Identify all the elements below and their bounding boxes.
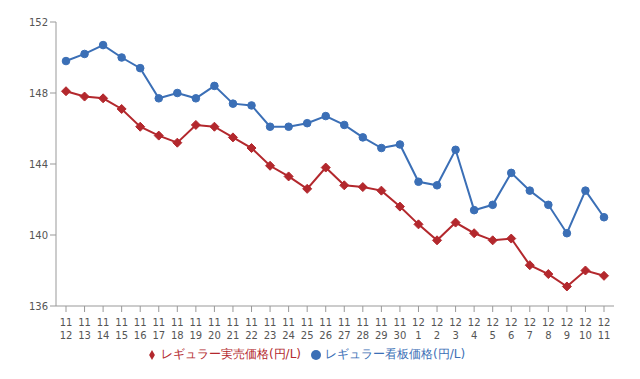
svg-text:1129: 1129: [375, 317, 388, 341]
svg-text:127: 127: [523, 317, 536, 341]
svg-text:1211: 1211: [598, 317, 611, 341]
svg-text:140: 140: [29, 230, 48, 241]
svg-text:122: 122: [431, 317, 444, 341]
svg-text:1113: 1113: [78, 317, 91, 341]
svg-text:144: 144: [29, 159, 48, 170]
svg-text:1210: 1210: [579, 317, 592, 341]
svg-text:124: 124: [468, 317, 481, 341]
html-text:レギュラー実売価格(円/L): レギュラー実売価格(円/L): [160, 347, 301, 361]
svg-text:1127: 1127: [338, 317, 351, 341]
svg-text:1125: 1125: [301, 317, 314, 341]
html-text:レギュラー看板価格(円/L): レギュラー看板価格(円/L): [325, 347, 466, 361]
svg-text:1122: 1122: [245, 317, 258, 341]
svg-text:1130: 1130: [394, 317, 407, 341]
svg-text:129: 129: [561, 317, 574, 341]
svg-text:1120: 1120: [208, 317, 221, 341]
svg-text:1114: 1114: [97, 317, 110, 341]
svg-text:1123: 1123: [264, 317, 277, 341]
svg-text:1117: 1117: [152, 317, 165, 341]
svg-text:1112: 1112: [60, 317, 73, 341]
svg-text:1118: 1118: [171, 317, 184, 341]
svg-text:152: 152: [29, 17, 48, 28]
svg-text:1121: 1121: [227, 317, 240, 341]
svg-text:126: 126: [505, 317, 518, 341]
svg-text:1116: 1116: [134, 317, 147, 341]
svg-text:1115: 1115: [115, 317, 128, 341]
svg-text:136: 136: [29, 301, 48, 312]
svg-text:1128: 1128: [356, 317, 369, 341]
svg-text:1126: 1126: [319, 317, 332, 341]
svg-text:1124: 1124: [282, 317, 295, 341]
svg-text:123: 123: [449, 317, 462, 341]
svg-text:121: 121: [412, 317, 425, 341]
svg-text:128: 128: [542, 317, 555, 341]
svg-text:125: 125: [486, 317, 499, 341]
svg-text:1119: 1119: [189, 317, 202, 341]
svg-text:148: 148: [29, 88, 48, 99]
